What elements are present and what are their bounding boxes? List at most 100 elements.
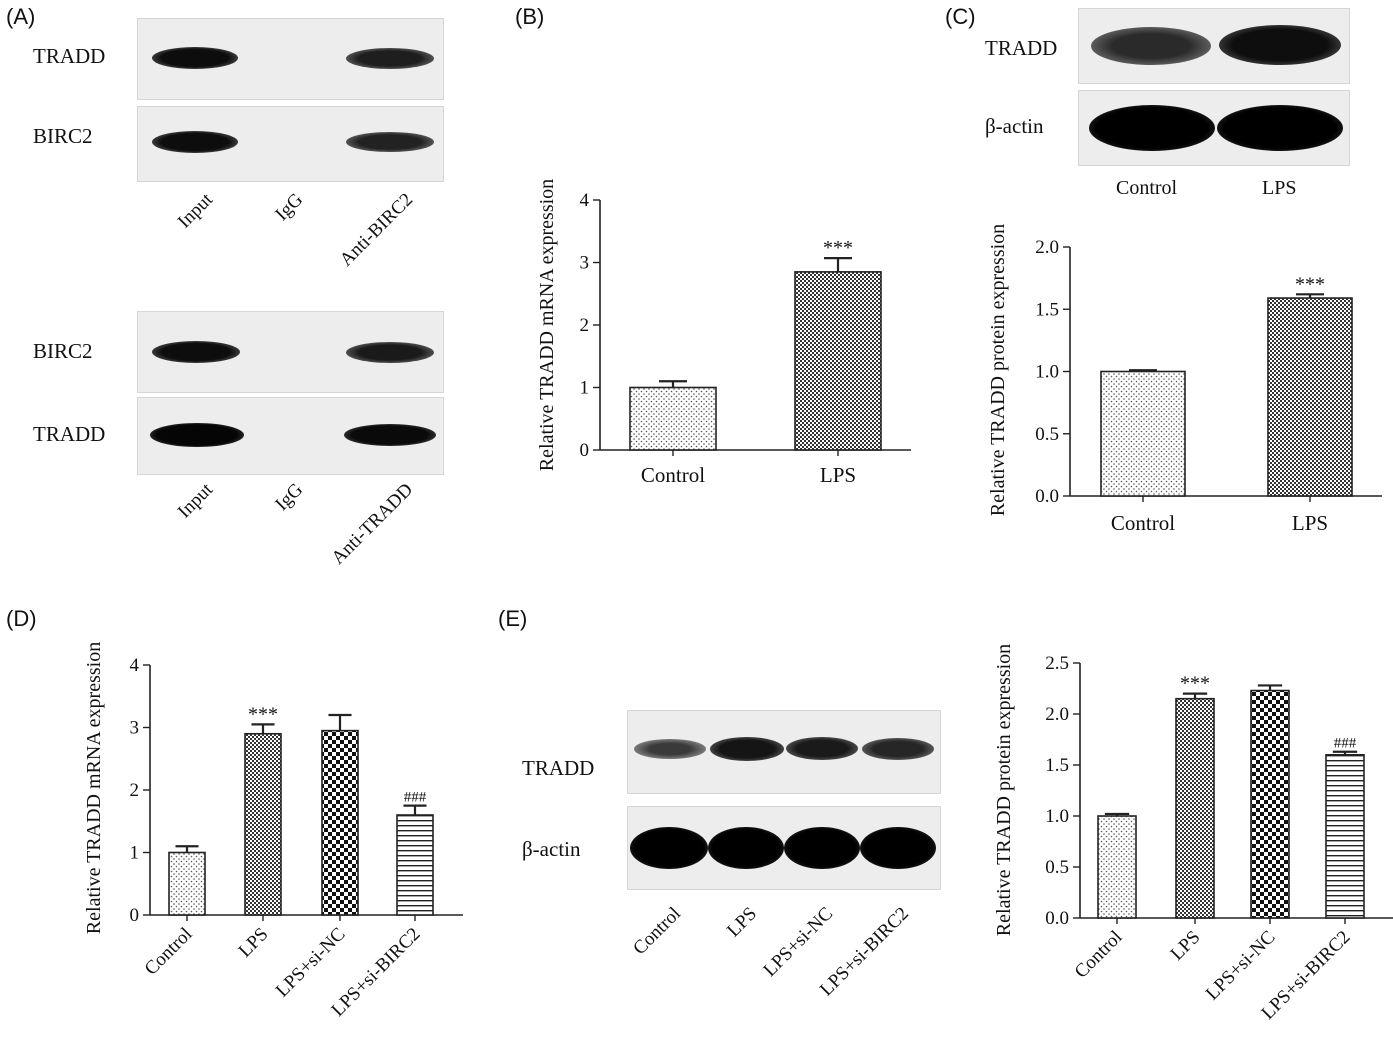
x-tick-label: LPS bbox=[235, 924, 273, 962]
x-tick-label: LPS bbox=[1292, 511, 1328, 535]
blot-band bbox=[786, 737, 858, 760]
blot-strip bbox=[137, 397, 444, 475]
x-tick-label: Control bbox=[641, 463, 705, 487]
y-tick-label: 2 bbox=[130, 780, 140, 801]
y-axis-label: Relative TRADD protein expression bbox=[993, 644, 1015, 936]
y-tick-label: 1.5 bbox=[1045, 755, 1069, 776]
panel-label-b: (B) bbox=[515, 4, 545, 29]
chart-d: 0 1 2 3 4 Relative TRADD mRNA expression Contr… bbox=[83, 642, 463, 1021]
bar bbox=[629, 386, 717, 451]
y-tick-label: 2.5 bbox=[1045, 653, 1069, 674]
blot-strip bbox=[137, 106, 444, 182]
blot-band bbox=[1219, 25, 1341, 65]
significance-label: ### bbox=[1334, 736, 1357, 752]
y-tick-label: 0 bbox=[130, 905, 140, 926]
y-tick-label: 0.5 bbox=[1045, 857, 1069, 878]
panel-label-a: (A) bbox=[6, 4, 36, 29]
blot-band bbox=[1089, 105, 1215, 151]
y-axis-label: Relative TRADD protein expression bbox=[987, 224, 1009, 516]
y-tick-label: 1 bbox=[580, 378, 590, 399]
bar bbox=[1097, 815, 1137, 919]
panel-label-e: (E) bbox=[498, 606, 528, 631]
blot-row-label: BIRC2 bbox=[33, 339, 93, 363]
y-tick-label: 0 bbox=[580, 440, 590, 461]
x-tick-label: Control bbox=[1071, 927, 1127, 983]
blot-band bbox=[152, 47, 238, 69]
x-tick-label: Control bbox=[141, 924, 197, 980]
x-tick-label: LPS+si-NC bbox=[272, 924, 350, 1002]
chart-b: 0 1 2 3 4 Relative TRADD mRNA expression Contr… bbox=[536, 179, 911, 487]
significance-label: *** bbox=[823, 237, 853, 259]
y-tick-label: 1.5 bbox=[1035, 299, 1059, 320]
lane-label: Control bbox=[1116, 177, 1178, 199]
y-tick-label: 0.5 bbox=[1035, 424, 1059, 445]
blot-band bbox=[862, 738, 934, 760]
bar bbox=[168, 851, 206, 916]
blot-strip bbox=[137, 311, 444, 393]
blot-band bbox=[152, 341, 240, 363]
blot-band bbox=[346, 342, 434, 363]
y-axis-label: Relative TRADD mRNA expression bbox=[536, 179, 558, 471]
blot-band bbox=[784, 827, 860, 869]
panel-label-c: (C) bbox=[945, 4, 976, 29]
y-tick-label: 1.0 bbox=[1045, 806, 1069, 827]
y-tick-label: 1.0 bbox=[1035, 362, 1059, 383]
y-tick-label: 0.0 bbox=[1035, 486, 1059, 507]
bar bbox=[1267, 297, 1353, 497]
blot-band bbox=[344, 424, 436, 446]
bar bbox=[1250, 689, 1290, 919]
blot-row-label: TRADD bbox=[33, 44, 106, 68]
y-tick-label: 4 bbox=[130, 655, 140, 676]
bar bbox=[244, 732, 282, 916]
bar bbox=[794, 271, 882, 451]
blot-strip bbox=[627, 710, 941, 794]
blot-row-label: BIRC2 bbox=[33, 124, 93, 148]
significance-label: *** bbox=[1180, 673, 1210, 695]
x-tick-label: LPS bbox=[820, 463, 856, 487]
y-tick-label: 2.0 bbox=[1035, 237, 1059, 258]
chart-c: 0.0 0.5 1.0 1.5 2.0 Relative TRADD protein ex… bbox=[987, 224, 1382, 535]
x-tick-label: LPS bbox=[1167, 927, 1205, 965]
blot-row-label: TRADD bbox=[33, 422, 106, 446]
y-tick-label: 3 bbox=[130, 718, 140, 739]
chart-e: 0.0 0.5 1.0 1.5 2.0 2.5 Relative TRADD protein… bbox=[993, 644, 1393, 1024]
significance-label: ### bbox=[404, 790, 427, 806]
blot-band bbox=[1091, 27, 1211, 65]
y-tick-label: 2.0 bbox=[1045, 704, 1069, 725]
y-tick-label: 1 bbox=[130, 843, 140, 864]
blot-row-label: β-actin bbox=[522, 837, 581, 861]
blot-band bbox=[346, 132, 434, 152]
significance-label: *** bbox=[1295, 273, 1325, 295]
significance-label: *** bbox=[248, 703, 278, 725]
y-tick-label: 0.0 bbox=[1045, 908, 1069, 929]
bar bbox=[396, 814, 434, 916]
blot-band bbox=[346, 48, 434, 69]
blot-band bbox=[1217, 105, 1343, 151]
blot-band bbox=[710, 737, 784, 761]
bar bbox=[1175, 697, 1215, 919]
y-tick-label: 2 bbox=[580, 315, 590, 336]
blot-row-label: TRADD bbox=[985, 36, 1058, 60]
blot-band bbox=[708, 827, 784, 869]
y-tick-label: 4 bbox=[580, 190, 590, 211]
x-tick-label: LPS+si-NC bbox=[1202, 927, 1280, 1005]
blot-band bbox=[152, 131, 238, 153]
lane-label: LPS bbox=[1262, 177, 1297, 199]
blot-band bbox=[630, 827, 708, 869]
blot-band bbox=[634, 739, 706, 759]
y-tick-label: 3 bbox=[580, 253, 590, 274]
blot-row-label: β-actin bbox=[985, 114, 1044, 138]
blot-strip bbox=[627, 806, 941, 890]
blot-band bbox=[150, 423, 244, 447]
x-tick-label: Control bbox=[1111, 511, 1175, 535]
blot-row-label: TRADD bbox=[522, 756, 595, 780]
blot-strip bbox=[137, 18, 444, 100]
blot-strip bbox=[1078, 8, 1350, 84]
blot-strip bbox=[1078, 90, 1350, 166]
bar bbox=[321, 729, 359, 916]
bar bbox=[1100, 370, 1186, 497]
bar bbox=[1325, 753, 1365, 919]
panel-label-d: (D) bbox=[6, 606, 37, 631]
y-axis-label: Relative TRADD mRNA expression bbox=[83, 642, 105, 934]
